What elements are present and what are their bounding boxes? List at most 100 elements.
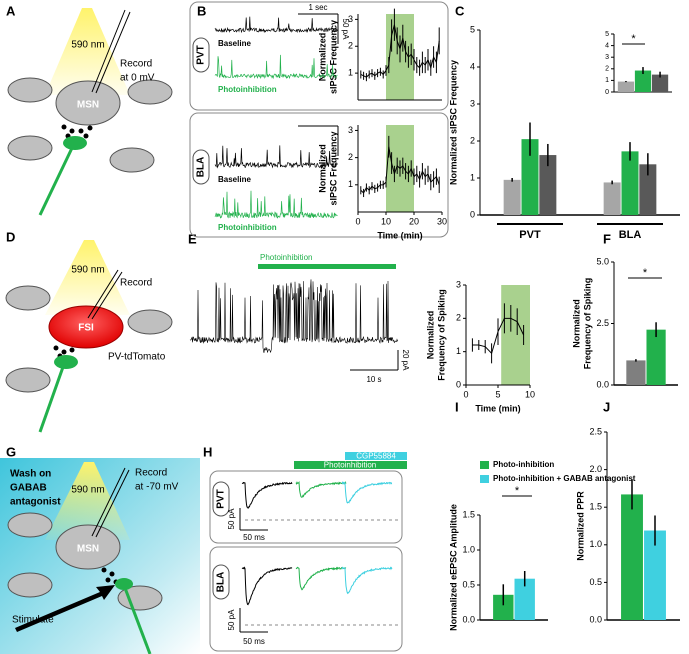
y-tick-label: 5 — [605, 31, 609, 38]
wash-label: GABAB — [10, 483, 47, 494]
chart: 0 1 2 3 4 5 Normalized sIPSC Frequency PVT BLA — [448, 24, 680, 241]
annotation: * — [631, 33, 636, 45]
panel-letter: D — [6, 229, 15, 244]
bar — [634, 70, 652, 92]
scale-label: 10 s — [366, 375, 381, 384]
y-tick-label: 3 — [605, 54, 609, 61]
schematic-a: 590 nm Record at 0 mV MSN — [7, 8, 173, 216]
y-axis-label: Normalized — [317, 33, 327, 82]
x-tick-label: BLA — [619, 229, 642, 241]
cell-label: MSN — [77, 544, 99, 555]
chart: 0.0 2.5 5.0 Normalized Frequency of Spiking * — [571, 256, 678, 389]
y-tick-label: 1 — [456, 346, 461, 356]
trace — [214, 190, 338, 219]
wash-label: antagonist — [10, 497, 61, 508]
scale-label: 20 pA — [401, 350, 410, 372]
bar — [651, 74, 669, 92]
y-tick-label: 0 — [605, 89, 609, 96]
trace-label: Baseline — [218, 39, 251, 48]
trace-label: Photoinhibition — [218, 223, 277, 232]
y-tick-label: 4 — [470, 61, 475, 71]
x-tick-label: 10 — [381, 216, 391, 226]
legend-swatch — [480, 461, 489, 469]
y-axis-label: sIPSC Frequency — [328, 20, 338, 94]
bar — [503, 179, 521, 215]
y-tick-label: 1 — [348, 179, 353, 189]
record-label: Record — [120, 59, 152, 70]
panel-letter: I — [455, 399, 459, 414]
wash-label: Wash on — [10, 469, 51, 480]
x-tick-label: 5 — [495, 389, 500, 399]
chart: 0 1 2 3 4 5 * — [605, 31, 672, 96]
y-axis-label: Frequency of Spiking — [582, 278, 592, 370]
y-tick-label: 2 — [605, 66, 609, 73]
panel-letter: J — [603, 399, 610, 414]
trace — [241, 566, 293, 606]
x-tick-label: 0 — [355, 216, 360, 226]
cell-label: FSI — [78, 323, 94, 334]
panel-letter: H — [203, 444, 212, 459]
light-label: 590 nm — [71, 40, 104, 51]
x-tick-label: PVT — [519, 229, 541, 241]
region-label: BLA — [216, 572, 227, 593]
line — [472, 317, 525, 355]
panel-letter: G — [6, 444, 16, 459]
y-tick-label: 0 — [456, 379, 461, 389]
bar — [644, 530, 666, 620]
panel-letter: A — [6, 3, 16, 18]
bar — [521, 139, 539, 215]
y-axis-label: Frequency of Spiking — [436, 289, 446, 381]
scale-label: 1 sec — [308, 3, 327, 12]
cell-label: MSN — [77, 100, 99, 111]
bar — [621, 151, 639, 215]
bar — [603, 182, 621, 215]
x-tick-label: 30 — [437, 216, 447, 226]
bar — [626, 360, 646, 385]
y-tick-label: 0.5 — [462, 579, 475, 589]
legend-label: Photo-inhibition + GABAB antagonist — [493, 474, 636, 483]
bar-label: Photoinhibition — [260, 253, 312, 262]
panel-letter: F — [603, 231, 611, 246]
schematic-d: 590 nm Record FSI PV-tdTomato — [5, 240, 173, 433]
trace — [214, 54, 338, 80]
scale-label: 50 pA — [227, 508, 236, 530]
y-tick-label: 1 — [470, 172, 475, 182]
y-tick-label: 0.0 — [462, 614, 475, 624]
y-tick-label: 2 — [470, 135, 475, 145]
trace-label: Baseline — [218, 175, 251, 184]
x-axis-label: Time (min) — [475, 403, 520, 413]
bar-label: Photoinhibition — [324, 461, 376, 470]
y-tick-label: 0.5 — [589, 577, 602, 587]
y-tick-label: 5.0 — [596, 256, 609, 266]
trace — [341, 481, 393, 504]
bar — [646, 329, 666, 385]
bar — [539, 155, 557, 215]
trace-e: Photoinhibition 10 s 20 pA — [258, 253, 410, 384]
y-tick-label: 3 — [348, 14, 353, 24]
y-tick-label: 1 — [348, 68, 353, 78]
y-tick-label: 3 — [456, 279, 461, 289]
chart: 1 2 3 Normalized sIPSC Frequency — [317, 8, 442, 101]
bar — [514, 578, 535, 620]
region-label: BLA — [196, 157, 207, 178]
scale-label: 50 ms — [243, 637, 265, 646]
reporter-label: PV-tdTomato — [108, 352, 166, 363]
chart: 0 1 2 3 Normalized Frequency of Spiking 0 5 10 Ti… — [425, 279, 535, 413]
y-axis-label: Normalized — [425, 311, 435, 360]
chart: 0.0 0.5 1.0 1.5 2.0 2.5 Normalized PPR — [575, 426, 680, 624]
panel-letter: E — [188, 231, 197, 246]
stimulate-label: Stimulate — [12, 615, 54, 626]
trace — [341, 566, 393, 595]
y-axis-label: Normalized eEPSC Amplitude — [448, 504, 458, 631]
bar — [621, 494, 643, 620]
panel-letter: C — [455, 3, 465, 18]
y-tick-label: 1.0 — [589, 539, 602, 549]
schematic-g: Wash on GABAB antagonist 590 nm Record a… — [0, 458, 200, 654]
light-label: 590 nm — [71, 485, 104, 496]
x-tick-label: 10 — [525, 389, 535, 399]
trace — [214, 16, 338, 34]
y-tick-label: 2 — [348, 41, 353, 51]
y-axis-label: sIPSC Frequency — [328, 131, 338, 205]
trace — [214, 145, 338, 169]
y-tick-label: 3 — [470, 98, 475, 108]
